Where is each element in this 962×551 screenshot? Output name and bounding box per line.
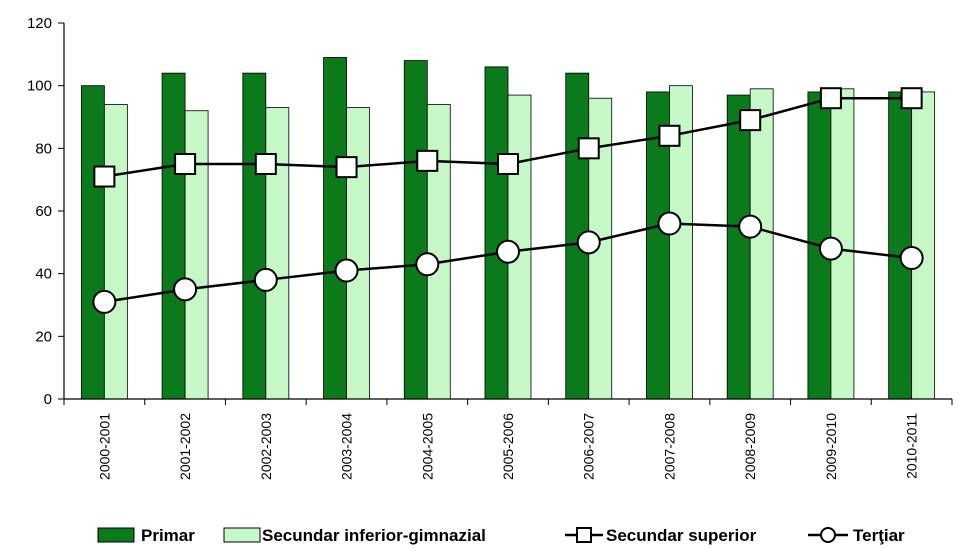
bar-primar-8	[726, 94, 751, 400]
bar-primar-10	[888, 91, 913, 400]
secundar-superior-point-8	[739, 109, 762, 132]
y-tick-label: 120	[27, 15, 52, 32]
tertiar-point-10	[899, 246, 924, 270]
tertiar-point-9	[818, 236, 843, 261]
x-tick-label: 2004-2005	[419, 413, 435, 480]
secundar-superior-point-5	[497, 153, 519, 175]
bar-secundar-inferior-0	[103, 104, 128, 400]
bar-primar-0	[80, 85, 105, 400]
secundar-superior-point-10	[900, 87, 923, 110]
secundar-superior-point-6	[577, 137, 600, 160]
tertiar-point-2	[253, 267, 278, 292]
y-tick-label: 80	[35, 140, 52, 157]
x-tick-label: 2010-2011	[904, 413, 920, 479]
y-tick-label: 60	[35, 203, 52, 220]
secundar-superior-point-3	[335, 156, 358, 179]
y-tick-label: 100	[27, 78, 52, 95]
bar-secundar-inferior-3	[346, 107, 370, 400]
secundar-superior-point-7	[658, 124, 681, 147]
bar-secundar-inferior-10	[911, 91, 936, 400]
legend-label-primar: Primar	[141, 526, 195, 545]
bars-layer	[80, 57, 936, 400]
x-tick-label: 2001-2002	[177, 413, 193, 480]
tertiar-point-0	[92, 289, 117, 314]
legend-label-tertiar: Terţiar	[853, 526, 905, 545]
bar-primar-5	[484, 66, 509, 400]
axes-layer: 0 20 40 60 80 100 120 2000-2001 2001-2002 2002-20…	[27, 15, 953, 480]
y-tick-label: 0	[44, 391, 52, 408]
legend-marker-tertiar	[820, 527, 836, 543]
x-tick-label: 2007-2008	[661, 413, 677, 480]
y-tick-label: 40	[35, 266, 52, 283]
legend-marker-secundar-superior	[576, 527, 592, 543]
bar-primar-2	[242, 72, 267, 400]
x-tick-label: 2000-2001	[96, 413, 112, 480]
x-tick-label: 2008-2009	[742, 413, 758, 480]
tertiar-point-5	[496, 239, 520, 264]
y-tick-label: 20	[35, 328, 52, 345]
secundar-superior-point-2	[254, 153, 277, 175]
x-tick-label: 2006-2007	[581, 413, 597, 480]
secundar-superior-point-1	[174, 153, 197, 175]
legend-swatch-primar	[97, 527, 135, 543]
bar-primar-3	[323, 57, 347, 400]
bar-secundar-inferior-4	[426, 104, 451, 400]
tertiar-point-7	[657, 211, 682, 236]
x-tick-label: 2005-2006	[500, 413, 516, 480]
tertiar-point-4	[415, 252, 440, 277]
bar-primar-4	[403, 60, 428, 400]
legend-swatch-secundar-inferior	[223, 527, 261, 543]
bar-primar-1	[161, 72, 186, 400]
legend-label-secundar-superior: Secundar superior	[606, 526, 757, 545]
x-tick-label: 2002-2003	[258, 413, 274, 480]
tertiar-point-3	[334, 258, 359, 283]
x-tick-label: 2009-2010	[823, 413, 839, 480]
bar-secundar-inferior-2	[265, 107, 290, 400]
secundar-superior-point-0	[93, 165, 116, 188]
tertiar-point-1	[173, 277, 198, 302]
tertiar-point-8	[738, 214, 763, 239]
tertiar-point-6	[576, 230, 601, 255]
legend-label-secundar-inferior: Secundar inferior-gimnazial	[262, 526, 486, 545]
secundar-superior-point-4	[416, 149, 439, 172]
secundar-superior-point-9	[819, 87, 842, 110]
lines-layer	[92, 87, 924, 314]
bar-secundar-inferior-8	[749, 88, 774, 400]
legend: Primar Secundar inferior-gimnazial Secunda…	[97, 526, 905, 545]
x-tick-label: 2003-2004	[339, 413, 355, 480]
